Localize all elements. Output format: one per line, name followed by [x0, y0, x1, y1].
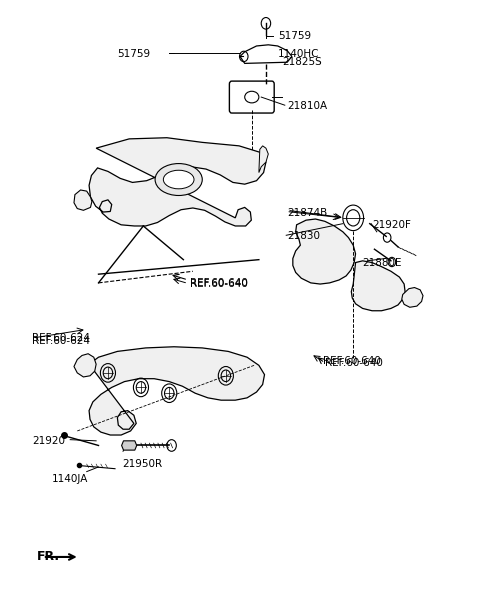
- Text: REF.60-624: REF.60-624: [33, 336, 90, 346]
- Text: 21830: 21830: [287, 231, 320, 241]
- Polygon shape: [293, 219, 356, 284]
- Text: 21825S: 21825S: [282, 57, 322, 67]
- Polygon shape: [89, 138, 266, 226]
- Polygon shape: [402, 287, 423, 307]
- Polygon shape: [74, 354, 96, 377]
- Text: 21920: 21920: [33, 436, 65, 446]
- Text: FR.: FR.: [37, 551, 60, 564]
- Text: 21950R: 21950R: [122, 459, 162, 469]
- Text: REF.60-640: REF.60-640: [325, 358, 383, 368]
- Text: REF.60-640: REF.60-640: [191, 279, 248, 289]
- Text: REF.60-624: REF.60-624: [33, 333, 90, 343]
- Polygon shape: [89, 347, 264, 435]
- Text: 1140HC: 1140HC: [278, 48, 319, 58]
- Ellipse shape: [347, 210, 360, 226]
- Text: 1140JA: 1140JA: [51, 474, 88, 484]
- Text: REF.60-640: REF.60-640: [191, 279, 248, 289]
- Text: 21874B: 21874B: [287, 208, 327, 218]
- Text: REF.60-640: REF.60-640: [323, 356, 381, 366]
- Ellipse shape: [163, 170, 194, 189]
- Polygon shape: [351, 261, 405, 311]
- Text: 21810A: 21810A: [287, 101, 327, 111]
- Text: 21920F: 21920F: [372, 220, 411, 230]
- Text: 51759: 51759: [118, 48, 151, 58]
- Polygon shape: [74, 190, 92, 210]
- Polygon shape: [121, 441, 137, 450]
- Text: 21880E: 21880E: [362, 257, 402, 267]
- Polygon shape: [259, 146, 268, 173]
- Text: 51759: 51759: [278, 31, 311, 41]
- Ellipse shape: [155, 164, 202, 196]
